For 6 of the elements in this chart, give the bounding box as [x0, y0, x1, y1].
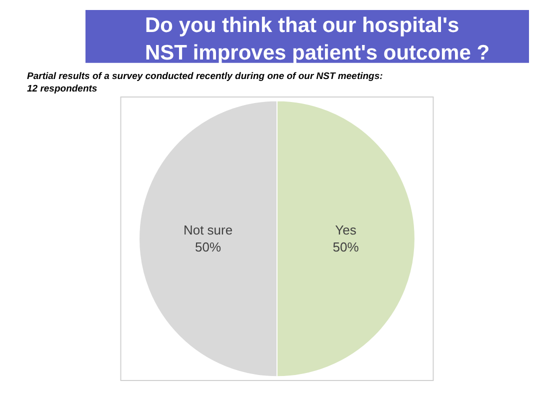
data-label: 50%: [332, 240, 360, 255]
slice-label: Not sure: [183, 222, 233, 238]
slice-label: Yes: [335, 222, 357, 238]
chart-title: Do you think that our hospital's NST improves patient's outcome ?: [145, 14, 490, 64]
data-label: 50%: [195, 240, 222, 255]
chart-subtitle: Partial results of a survey conducted recently during one of our NST meetings: 12 respondents: [27, 71, 383, 94]
